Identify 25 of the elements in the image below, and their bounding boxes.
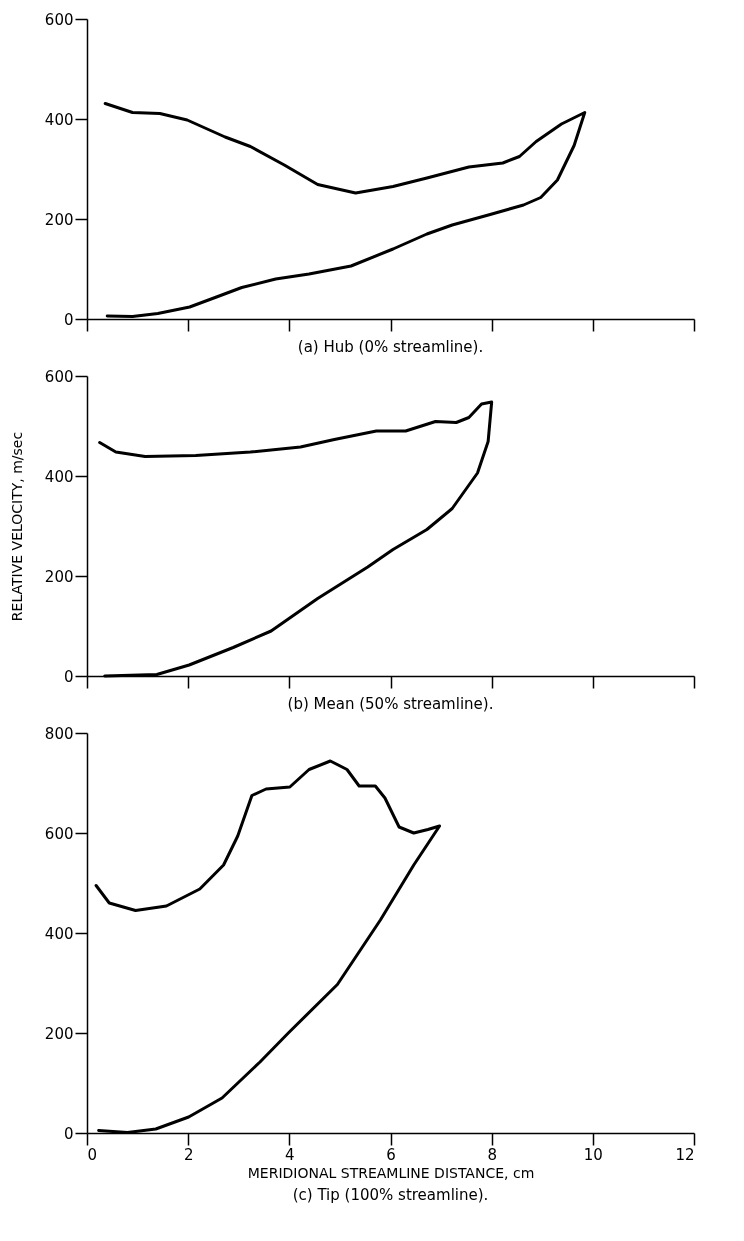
y-tick-label: 200 bbox=[44, 210, 74, 229]
text: (c) Tip (100% streamline). bbox=[292, 1186, 489, 1204]
y-tick-label: 200 bbox=[44, 567, 74, 586]
y-tick-label: 0 bbox=[63, 1124, 74, 1143]
text: (a) Hub (0% streamline). bbox=[297, 337, 484, 356]
y-tick-label: 0 bbox=[63, 310, 74, 329]
x-tick-label: 0 bbox=[87, 1145, 98, 1164]
x-tick-label: 8 bbox=[487, 1145, 497, 1164]
y-axis-title: RELATIVE VELOCITY, m/sec bbox=[8, 431, 25, 622]
y-tick-label: 600 bbox=[44, 824, 74, 843]
y-tick-label: 200 bbox=[44, 1024, 74, 1043]
x-axis-title: MERIDIONAL STREAMLINE DISTANCE, cm bbox=[247, 1164, 535, 1181]
x-tick-label: 2 bbox=[183, 1145, 194, 1164]
y-tick-label: 400 bbox=[44, 110, 74, 129]
y-tick-label: 800 bbox=[44, 724, 74, 743]
x-tick-label: 4 bbox=[285, 1145, 295, 1164]
text: (b) Mean (50% streamline). bbox=[287, 694, 494, 713]
x-tick-label: 10 bbox=[583, 1145, 603, 1164]
y-tick-label: 600 bbox=[44, 10, 74, 29]
y-tick-label: 600 bbox=[44, 367, 74, 386]
x-tick-label: 12 bbox=[675, 1145, 695, 1164]
y-tick-label: 400 bbox=[44, 924, 74, 943]
y-tick-label: 400 bbox=[44, 467, 74, 486]
x-tick-label: 6 bbox=[386, 1145, 396, 1164]
y-tick-label: 0 bbox=[63, 667, 74, 686]
